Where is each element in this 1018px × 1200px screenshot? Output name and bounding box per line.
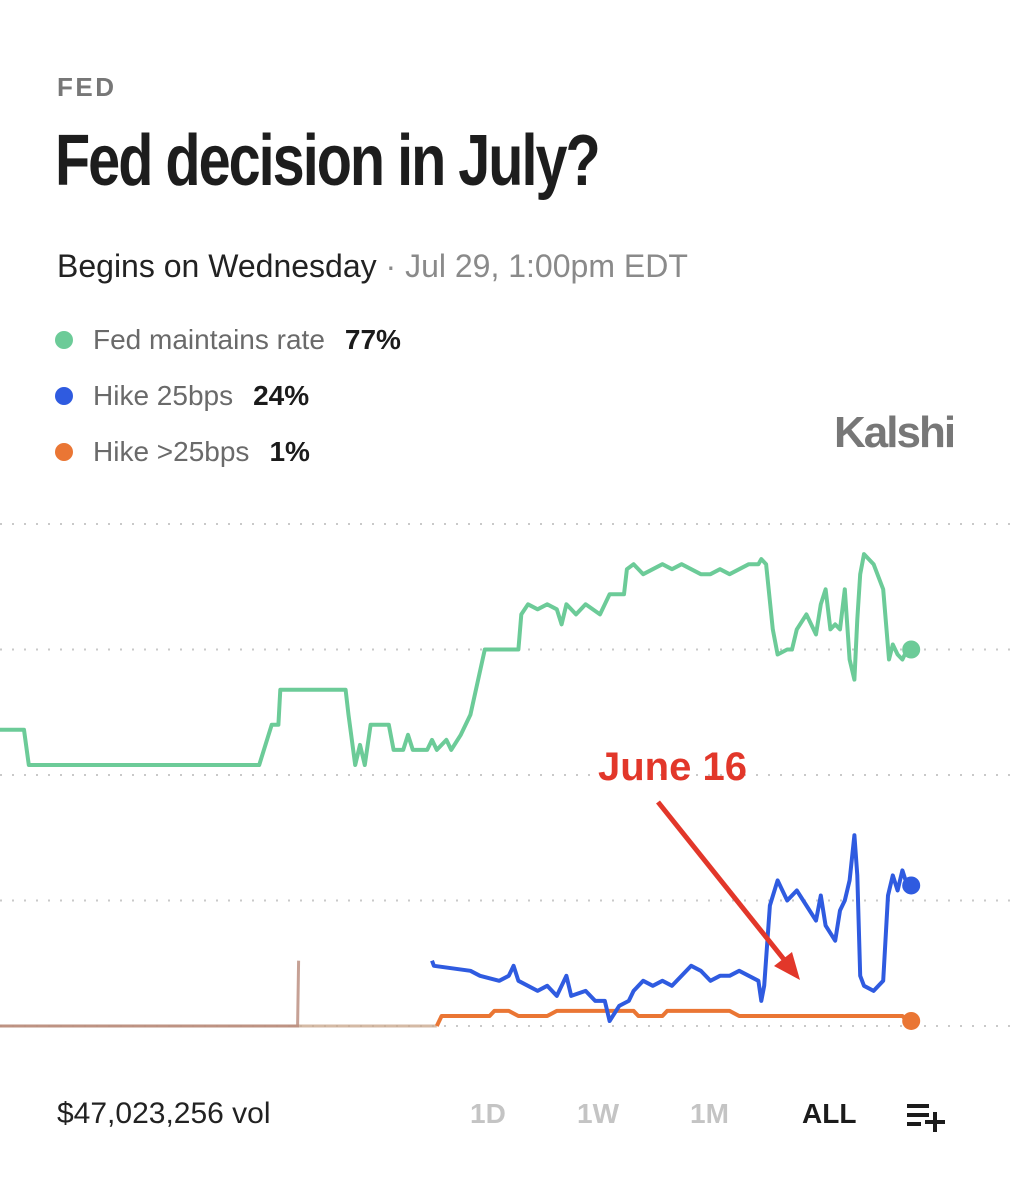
range-tab-all[interactable]: ALL	[802, 1098, 857, 1129]
legend-dot-icon	[55, 443, 73, 461]
legend-dot-icon	[55, 387, 73, 405]
price-chart[interactable]: June 16	[0, 500, 1018, 1060]
market-date: Jul 29, 1:00pm EDT	[405, 248, 688, 284]
chart-series	[0, 552, 921, 1030]
range-tab-1d[interactable]: 1D	[470, 1098, 506, 1129]
range-tab-1w[interactable]: 1W	[577, 1098, 619, 1129]
legend-dot-icon	[55, 331, 73, 349]
kalshi-logo: Kalshi	[834, 408, 956, 457]
market-title: Fed decision in July?	[55, 121, 601, 201]
series-line	[434, 1008, 909, 1027]
legend-item-hike-over-25[interactable]: Hike >25bps 1%	[55, 424, 401, 480]
series-end-marker	[902, 640, 921, 659]
legend-item-hike-25[interactable]: Hike 25bps 24%	[55, 368, 401, 424]
chart-grid	[0, 523, 1018, 1027]
legend-label: Hike 25bps	[93, 380, 234, 411]
legend-value: 24%	[253, 380, 310, 411]
legend-label: Fed maintains rate	[93, 324, 325, 355]
series-end-marker	[902, 1011, 921, 1030]
annotation-label: June 16	[598, 745, 747, 789]
subtitle-separator: ·	[376, 248, 406, 284]
list-add-icon[interactable]	[905, 1100, 947, 1134]
market-subtitle: Begins on Wednesday · Jul 29, 1:00pm EDT	[57, 248, 688, 285]
series-line	[430, 833, 910, 1023]
series-end-marker	[902, 876, 921, 895]
chart-legend: Fed maintains rate 77% Hike 25bps 24% Hi…	[55, 312, 401, 480]
market-begins-text: Begins on Wednesday	[57, 248, 377, 284]
legend-value: 1%	[269, 436, 310, 467]
series-line-faded	[0, 960, 301, 1028]
legend-item-maintain[interactable]: Fed maintains rate 77%	[55, 312, 401, 368]
annotation-arrow	[656, 800, 788, 964]
chart-annotation: June 16	[598, 745, 800, 980]
range-tab-1m[interactable]: 1M	[690, 1098, 729, 1129]
arrowhead-icon	[774, 952, 800, 980]
market-category: FED	[57, 72, 117, 102]
volume-text: $47,023,256 vol	[57, 1097, 271, 1130]
legend-label: Hike >25bps	[93, 436, 250, 467]
series-line	[0, 552, 910, 767]
legend-value: 77%	[344, 324, 401, 355]
